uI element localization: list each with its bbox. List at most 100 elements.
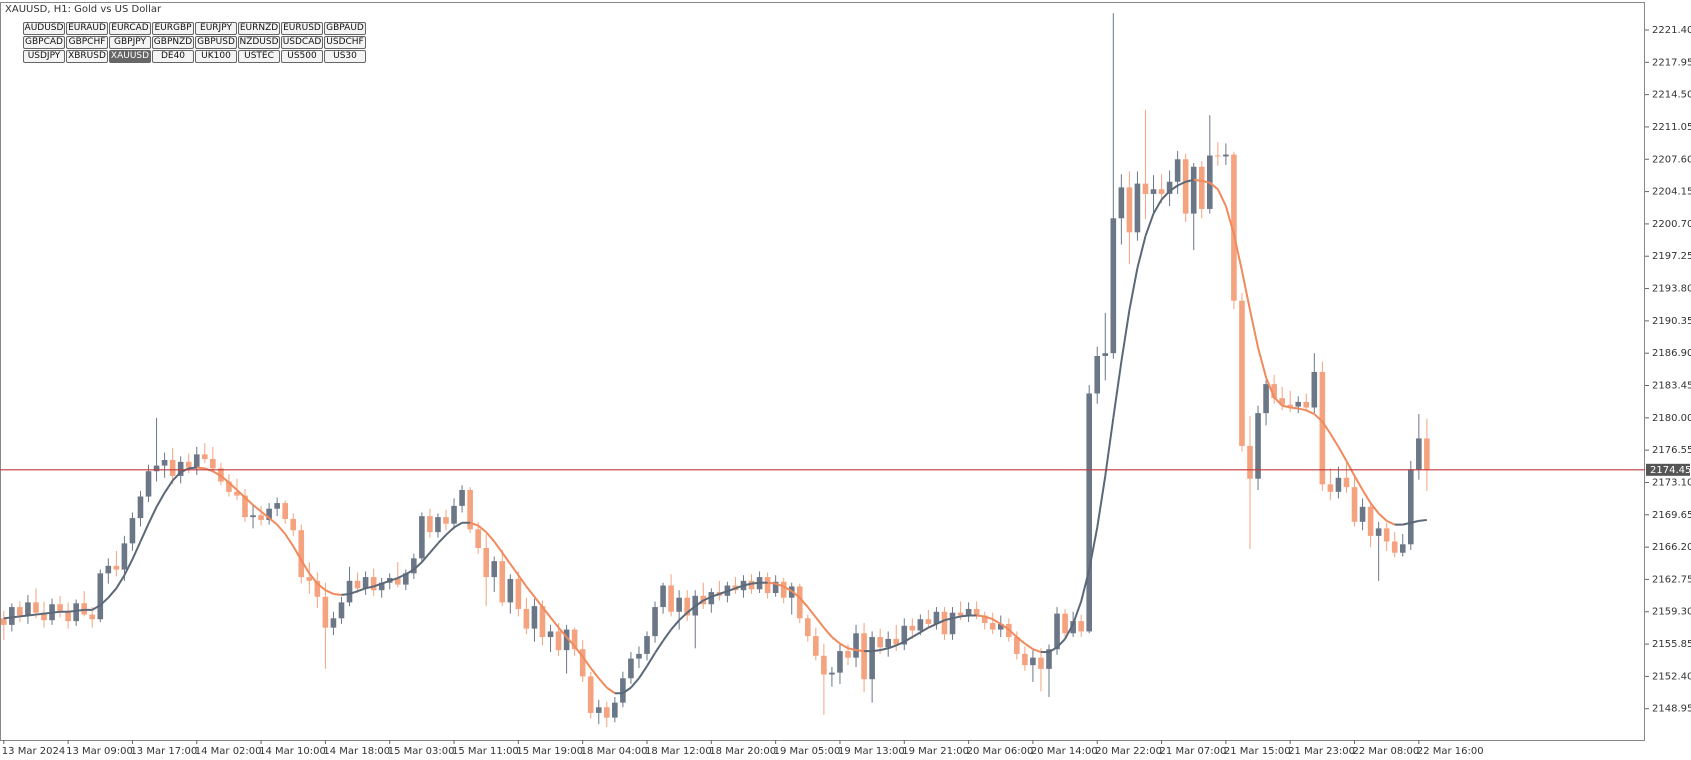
moving-average [292,545,303,561]
symbol-button[interactable]: AUDUSD [23,22,65,35]
moving-average [887,644,897,650]
moving-average [1088,527,1099,570]
symbol-button[interactable]: EURNZD [238,22,280,35]
x-tick-label: 21 Mar 15:00 [1224,746,1291,757]
moving-average [702,595,712,602]
moving-average [131,541,142,560]
symbol-button[interactable]: US30 [324,50,366,63]
symbol-button[interactable]: GBPUSD [195,36,237,49]
moving-average [68,609,77,613]
moving-average [196,466,205,470]
candle-body [1335,477,1342,492]
symbol-button[interactable]: USDJPY [23,50,65,63]
candle-body [780,581,787,598]
candle-body [1190,166,1197,214]
candle-body [1255,413,1261,479]
y-tick-label: 2193.80 [1652,284,1691,295]
moving-average [662,628,672,642]
candle-body [579,649,586,677]
symbol-button[interactable]: USDCAD [281,36,323,49]
symbol-button[interactable]: XBRUSD [66,50,108,63]
candle-body [41,612,47,621]
candle-body [298,530,305,578]
candle-body [1416,438,1422,470]
moving-average [775,582,785,588]
candle-body [636,653,642,659]
candle-body [403,573,409,585]
moving-average [735,584,744,590]
candle-body [1182,159,1189,214]
symbol-button[interactable]: USDCHF [324,36,366,49]
moving-average [694,599,704,607]
symbol-button[interactable]: GBPNZD [152,36,194,49]
moving-average [1369,502,1380,514]
candle-body [1351,487,1358,522]
candle-body [539,606,546,638]
moving-average [35,612,45,616]
moving-average [268,517,278,526]
y-tick-label: 2211.05 [1652,122,1691,133]
moving-average [485,531,495,543]
symbol-button[interactable]: EURAUD [66,22,108,35]
symbol-button[interactable]: USTEC [238,50,280,63]
moving-average [1193,178,1202,182]
moving-average [1201,179,1211,184]
candle-body [370,577,377,591]
moving-average [27,613,37,617]
candle-body [917,619,924,631]
moving-average [1273,396,1283,407]
symbol-button[interactable]: EURUSD [281,22,323,35]
x-tick-label: 18 Mar 12:00 [645,746,712,757]
candle-body [1343,477,1350,488]
symbol-button[interactable]: XAUUSD [109,50,151,63]
symbol-button[interactable]: EURGBP [152,22,194,35]
moving-average [445,526,455,536]
symbol-button[interactable]: GBPJPY [109,36,151,49]
moving-average [11,615,20,619]
x-tick-label: 15 Mar 03:00 [388,746,455,757]
symbol-button[interactable]: DE40 [152,50,194,63]
y-tick-label: 2166.20 [1652,542,1691,553]
symbol-button[interactable]: NZDUSD [238,36,280,49]
y-tick-label: 2214.50 [1652,90,1691,101]
candle-body [1158,189,1165,194]
candle-body [965,608,972,616]
symbol-button[interactable]: UK100 [195,50,237,63]
moving-average [220,475,230,484]
symbol-button[interactable]: EURJPY [195,22,237,35]
symbol-button[interactable]: GBPCHF [66,36,108,49]
candle-body [250,515,256,518]
candle-body [869,637,875,680]
candle-body [796,586,803,619]
moving-average [107,587,118,599]
candle-body [708,592,715,605]
candle-body [330,618,337,628]
symbol-button[interactable]: US500 [281,50,323,63]
candle-body [1030,657,1036,666]
candle-body [660,585,666,608]
moving-average [212,470,222,477]
candle-body [242,495,248,518]
moving-average [397,573,407,579]
moving-average [686,605,696,614]
moving-average [333,592,342,596]
symbol-button[interactable]: GBPCAD [23,36,65,49]
symbol-button[interactable]: GBPAUD [324,22,366,35]
y-tick-label: 2207.60 [1652,154,1691,165]
candle-body [612,702,618,718]
candle-body [17,607,23,616]
candle-body [1198,166,1205,209]
candle-body [137,496,144,519]
candle-body [451,505,457,524]
candle-body [1271,384,1277,399]
candle-body [547,631,554,638]
candle-body [1367,506,1374,536]
moving-average [260,510,270,519]
candle-body [1102,353,1109,356]
moving-average [1337,446,1348,462]
moving-average [670,619,680,631]
symbol-button[interactable]: EURCAD [109,22,151,35]
moving-average [895,640,905,647]
candle-body [459,489,465,506]
candle-body [933,611,940,624]
